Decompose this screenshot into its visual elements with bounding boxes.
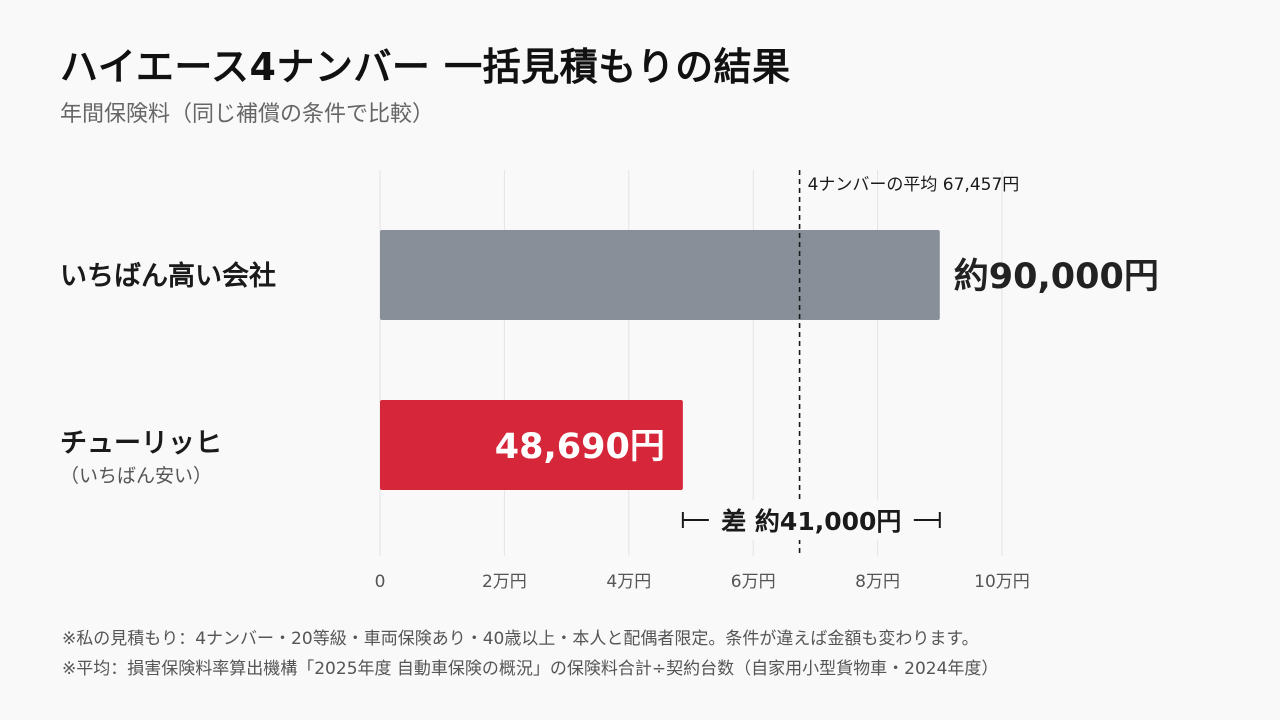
category-sublabel: （いちばん安い） xyxy=(60,465,212,487)
footnote-estimate-conditions: ※私の見積もり：4ナンバー・20等級・車両保険あり・40歳以上・本人と配偶者限定… xyxy=(62,629,979,649)
value-label: 48,690円 xyxy=(495,427,665,467)
value-label: 約90,000円 xyxy=(954,257,1159,297)
average-reference-label: 4ナンバーの平均 67,457円 xyxy=(808,175,1020,195)
x-tick-label: 8万円 xyxy=(855,572,900,592)
category-label: いちばん高い会社 xyxy=(60,260,276,292)
footnote-average-source: ※平均：損害保険料率算出機構「2025年度 自動車保険の概況」の保険料合計÷契約… xyxy=(62,659,999,679)
x-tick-label: 4万円 xyxy=(606,572,651,592)
x-tick-label: 6万円 xyxy=(731,572,776,592)
x-tick-label: 10万円 xyxy=(974,572,1030,592)
bar xyxy=(380,230,940,320)
category-label: チューリッヒ xyxy=(60,428,222,459)
x-tick-label: 0 xyxy=(375,572,386,592)
difference-label-background xyxy=(710,500,912,540)
chart-title: ハイエース4ナンバー 一括見積もりの結果 xyxy=(60,45,791,89)
bar xyxy=(380,400,683,490)
difference-label: 差 約41,000円 xyxy=(721,507,901,536)
x-tick-label: 2万円 xyxy=(482,572,527,592)
chart-subtitle: 年間保険料（同じ補償の条件で比較） xyxy=(60,102,435,127)
